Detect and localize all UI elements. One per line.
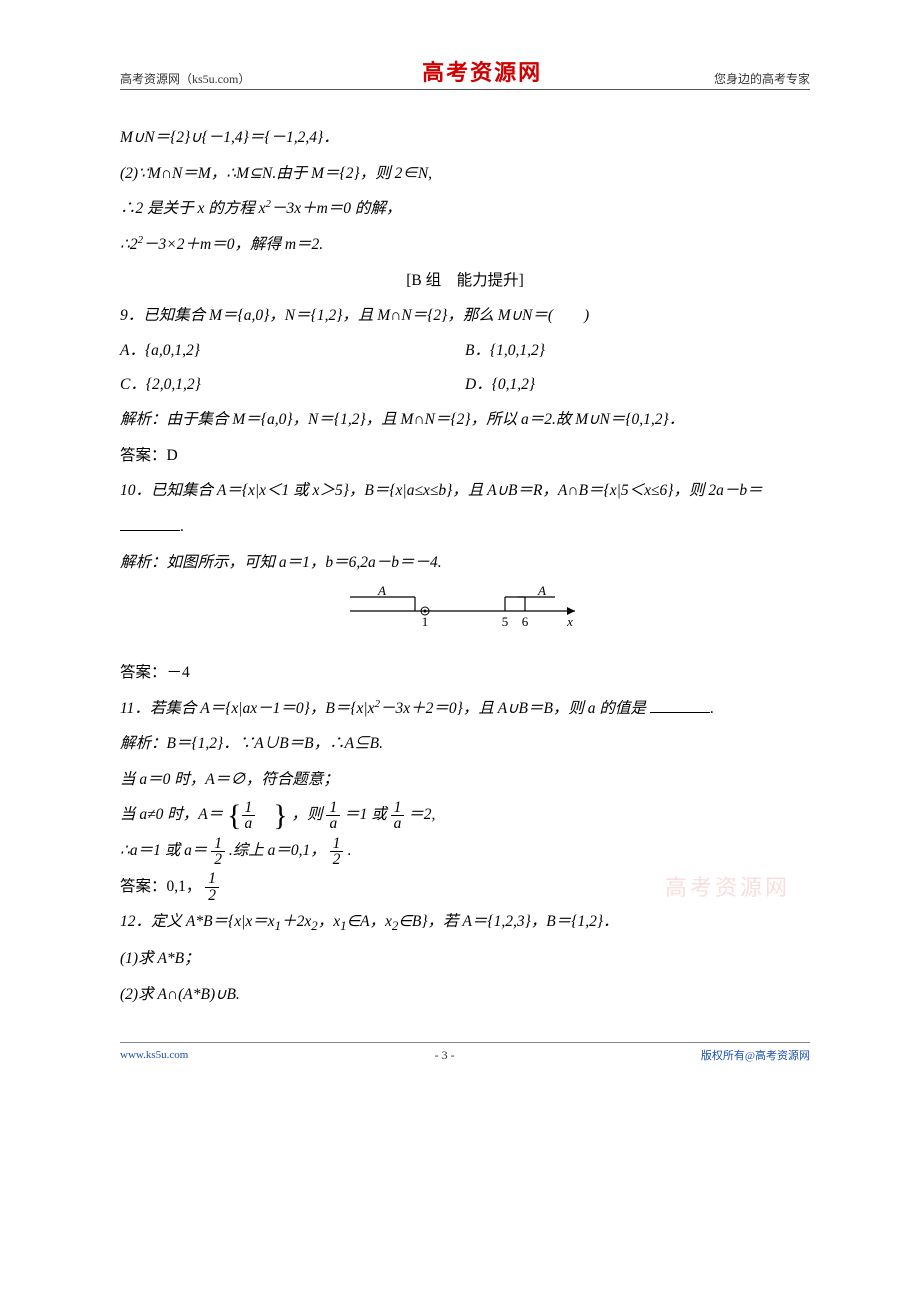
q11-sol-4: ∴a＝1 或 a＝ 12 .综上 a＝0,1， 12 . (120, 833, 810, 869)
q9-stem: 9．已知集合 M＝{a,0}，N＝{1,2}，且 M∩N＝{2}，那么 M∪N＝… (120, 298, 810, 334)
page-footer: www.ks5u.com - 3 - 版权所有@高考资源网 (120, 1042, 810, 1063)
line-4: ∴22－3×2＋m＝0，解得 m＝2. (120, 227, 810, 263)
svg-text:x: x (566, 614, 573, 629)
q10-stem: 10．已知集合 A＝{x|x＜1 或 x＞5}，B＝{x|a≤x≤b}，且 A∪… (120, 473, 810, 544)
q9-answer: 答案：D (120, 438, 810, 474)
section-b-title: [B 组 能力提升] (120, 263, 810, 299)
document-body: M∪N＝{2}∪{－1,4}＝{－1,2,4}． (2)∵M∩N＝M，∴M⊆N.… (120, 120, 810, 1012)
line-3: ∴2 是关于 x 的方程 x2－3x＋m＝0 的解， (120, 191, 810, 227)
q12-part2: (2)求 A∩(A*B)∪B. (120, 977, 810, 1013)
q9-solution: 解析：由于集合 M＝{a,0}，N＝{1,2}，且 M∩N＝{2}，所以 a＝2… (120, 402, 810, 438)
q10-solution: 解析：如图所示，可知 a＝1，b＝6,2a－b＝－4. (120, 545, 810, 581)
blank-q11 (650, 712, 710, 713)
q9-opt-c: C．{2,0,1,2} (120, 368, 465, 402)
q9-opt-d: D．{0,1,2} (465, 368, 810, 402)
svg-text:A: A (537, 584, 546, 598)
svg-text:5: 5 (502, 614, 509, 629)
header-right: 您身边的高考专家 (714, 70, 810, 87)
q11-answer: 答案：0,1， 12 (120, 869, 810, 905)
q9-opt-a: A．{a,0,1,2} (120, 334, 465, 368)
q11-sol-1: 解析：B＝{1,2}．∵A∪B＝B，∴A⊆B. (120, 726, 810, 762)
q12-part1: (1)求 A*B； (120, 941, 810, 977)
svg-text:A: A (377, 584, 386, 598)
q12-stem: 12．定义 A*B＝{x|x＝x1＋2x2，x1∈A，x2∈B}，若 A＝{1,… (120, 904, 810, 941)
q10-answer: 答案：－4 (120, 655, 810, 691)
line-2: (2)∵M∩N＝M，∴M⊆N.由于 M＝{2}，则 2∈N, (120, 156, 810, 192)
number-line-figure: A A 1 5 6 x (120, 584, 810, 653)
page-number: - 3 - (435, 1048, 455, 1063)
footer-url: www.ks5u.com (120, 1049, 188, 1061)
line-1: M∪N＝{2}∪{－1,4}＝{－1,2,4}． (120, 120, 810, 156)
q11-stem: 11．若集合 A＝{x|ax－1＝0}，B＝{x|x2－3x＋2＝0}，且 A∪… (120, 691, 810, 727)
q11-sol-3: 当 a≠0 时，A＝ { 1a } ，则 1a ＝1 或 1a ＝2, (120, 797, 810, 833)
svg-text:6: 6 (522, 614, 529, 629)
q11-sol-2: 当 a＝0 时，A＝∅，符合题意； (120, 762, 810, 798)
page-header: 高考资源网（ks5u.com） 高考资源网 您身边的高考专家 (120, 55, 810, 90)
svg-text:1: 1 (422, 614, 429, 629)
footer-copyright: 版权所有@高考资源网 (701, 1047, 810, 1063)
q9-opt-b: B．{1,0,1,2} (465, 334, 810, 368)
q9-options: A．{a,0,1,2} B．{1,0,1,2} C．{2,0,1,2} D．{0… (120, 334, 810, 402)
set-brace: { 1a } (227, 800, 288, 832)
number-line-svg: A A 1 5 6 x (340, 584, 590, 639)
blank-q10 (120, 530, 180, 531)
header-left: 高考资源网（ks5u.com） (120, 70, 250, 87)
header-center-logo: 高考资源网 (422, 55, 542, 87)
